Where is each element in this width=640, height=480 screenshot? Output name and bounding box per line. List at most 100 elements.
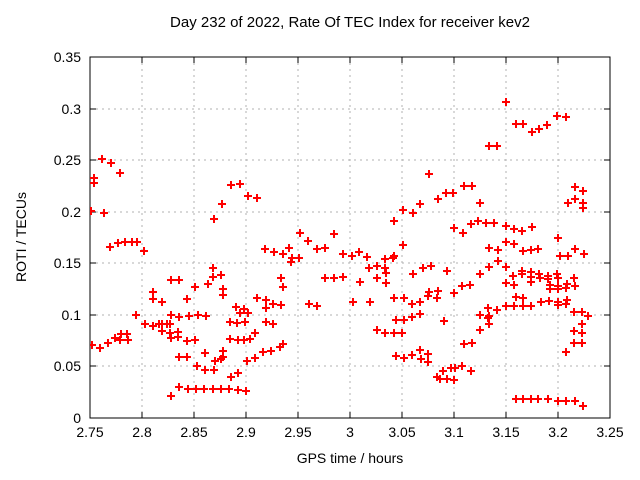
data-point	[219, 353, 227, 361]
data-point	[183, 353, 191, 361]
data-point	[419, 264, 427, 272]
data-point	[240, 305, 248, 313]
data-point	[100, 209, 108, 217]
data-point	[373, 274, 381, 282]
data-point	[409, 209, 417, 217]
data-point	[578, 339, 586, 347]
data-point	[121, 238, 129, 246]
data-point	[183, 295, 191, 303]
scatter-series-kev2	[90, 98, 592, 410]
data-point	[571, 195, 579, 203]
data-point	[390, 217, 398, 225]
data-point	[502, 222, 510, 230]
data-point	[519, 294, 527, 302]
data-point	[330, 230, 338, 238]
data-point	[571, 183, 579, 191]
data-point	[527, 246, 535, 254]
data-point	[174, 333, 182, 341]
data-point	[209, 385, 217, 393]
data-point	[158, 327, 166, 335]
data-point	[304, 237, 312, 245]
y-tick-label: 0.3	[62, 101, 82, 117]
data-point	[578, 329, 586, 337]
data-point	[554, 285, 562, 293]
data-point	[90, 341, 96, 349]
data-point	[537, 298, 545, 306]
data-point	[578, 308, 586, 316]
data-point	[363, 253, 371, 261]
data-point	[399, 206, 407, 214]
data-point	[373, 326, 381, 334]
y-tick-label: 0.15	[54, 255, 81, 271]
data-point	[270, 248, 278, 256]
data-point	[424, 358, 432, 366]
data-point	[527, 278, 535, 286]
x-tick-label: 3	[346, 424, 354, 440]
data-point	[234, 386, 242, 394]
data-point	[512, 120, 520, 128]
data-point	[366, 298, 374, 306]
data-point	[440, 317, 448, 325]
data-point	[158, 298, 166, 306]
data-point	[485, 263, 493, 271]
data-point	[466, 281, 474, 289]
data-point	[277, 274, 285, 282]
data-point	[436, 375, 444, 383]
x-tick-label: 3.2	[548, 424, 568, 440]
data-point	[578, 320, 586, 328]
data-point	[236, 180, 244, 188]
data-point	[484, 304, 492, 312]
data-point	[116, 169, 124, 177]
data-point	[244, 309, 252, 317]
data-point	[458, 282, 466, 290]
data-point	[579, 204, 587, 212]
data-point	[96, 344, 104, 352]
data-point	[571, 245, 579, 253]
data-point	[534, 395, 542, 403]
data-point	[313, 245, 321, 253]
data-point	[382, 269, 390, 277]
data-point	[399, 241, 407, 249]
data-point	[225, 385, 233, 393]
data-point	[474, 217, 482, 225]
data-point	[191, 336, 199, 344]
data-point	[124, 336, 132, 344]
data-point	[330, 274, 338, 282]
data-point	[443, 267, 451, 275]
data-point	[425, 170, 433, 178]
data-point	[570, 339, 578, 347]
data-point	[104, 339, 112, 347]
data-point	[262, 318, 270, 326]
data-point	[416, 310, 424, 318]
data-point	[546, 285, 554, 293]
data-point	[116, 336, 124, 344]
data-point	[149, 295, 157, 303]
data-point	[459, 229, 467, 237]
data-point	[400, 354, 408, 362]
data-point	[519, 395, 527, 403]
data-point	[544, 395, 552, 403]
data-point	[287, 258, 295, 266]
data-point	[485, 320, 493, 328]
data-point	[509, 272, 517, 280]
data-point	[140, 247, 148, 255]
data-point	[543, 121, 551, 129]
data-point	[460, 182, 468, 190]
data-point	[210, 215, 218, 223]
data-point	[494, 246, 502, 254]
data-point	[339, 250, 347, 258]
x-axis-label: GPS time / hours	[296, 450, 404, 466]
chart-title: Day 232 of 2022, Rate Of TEC Index for r…	[170, 14, 530, 31]
data-point	[535, 125, 543, 133]
data-point	[392, 352, 400, 360]
data-point	[510, 281, 518, 289]
data-point	[544, 275, 552, 283]
data-point	[512, 395, 520, 403]
data-point	[211, 357, 219, 365]
data-point	[233, 319, 241, 327]
data-point	[493, 142, 501, 150]
data-point	[185, 312, 193, 320]
data-point	[253, 294, 261, 302]
data-point	[279, 283, 287, 291]
